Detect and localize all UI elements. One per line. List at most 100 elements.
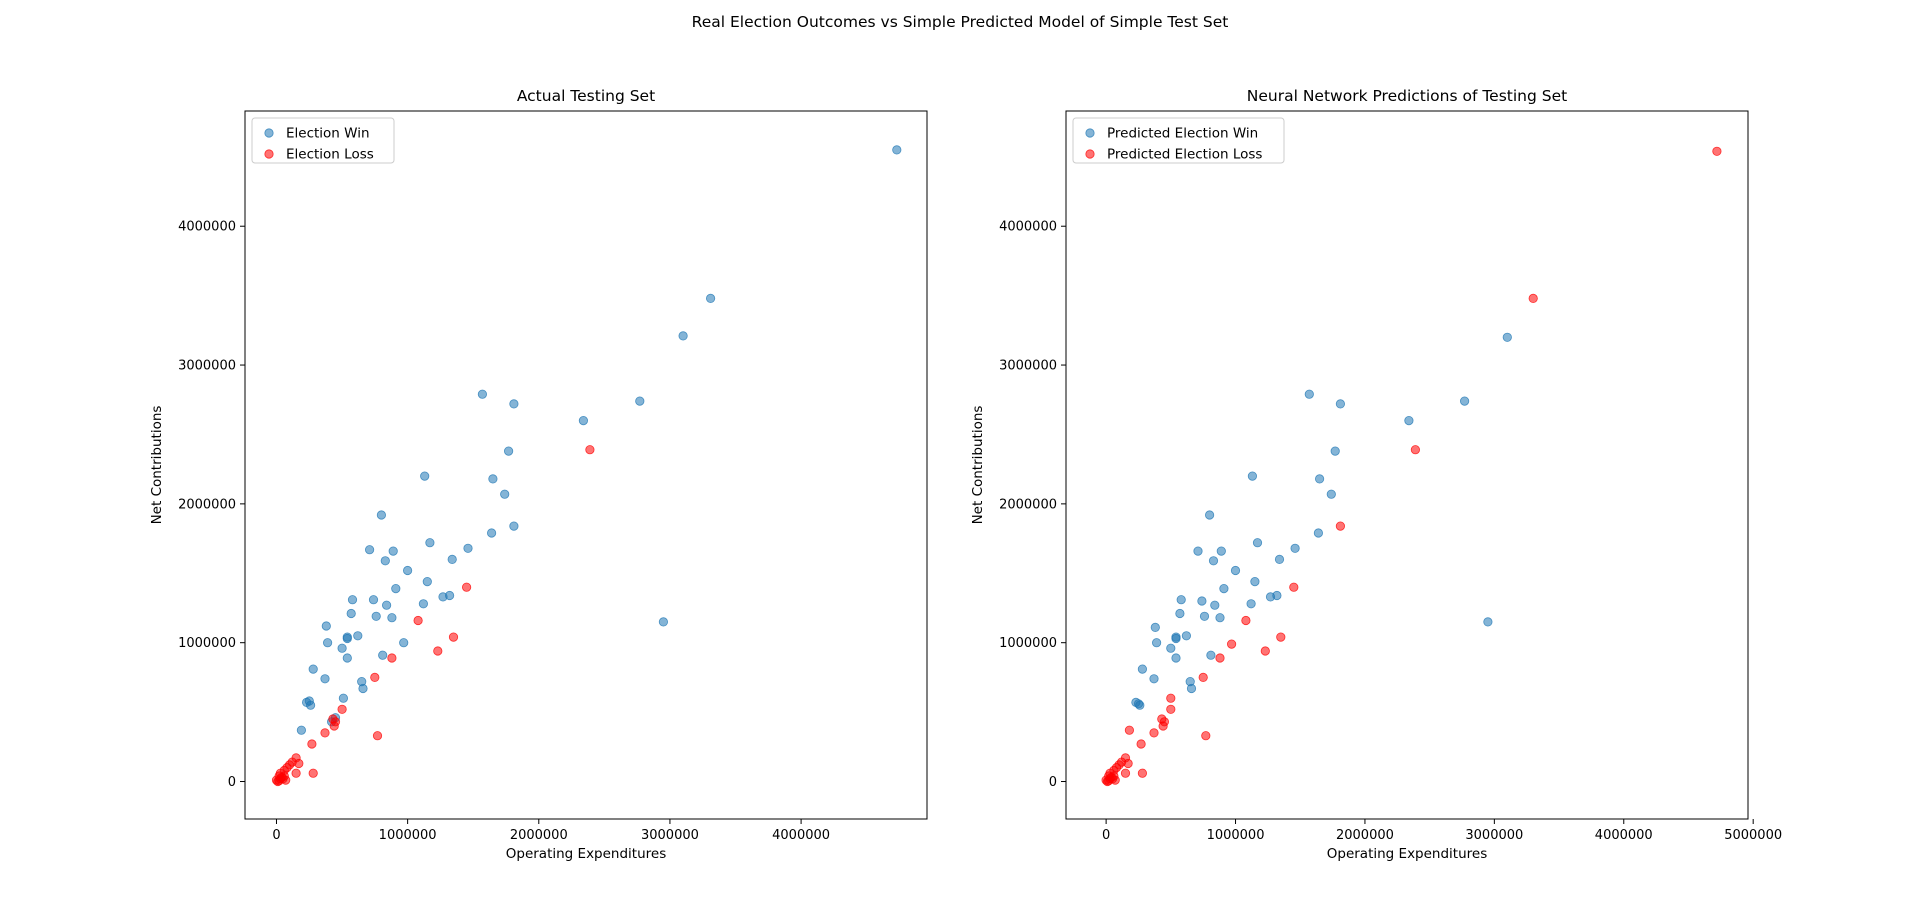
data-point-win (321, 621, 331, 631)
data-point-win (1193, 546, 1203, 556)
data-point-win (380, 556, 390, 566)
data-point-win (1181, 631, 1192, 641)
data-point-win (477, 389, 487, 399)
data-point-loss (1289, 582, 1299, 592)
plot-frame (1065, 110, 1749, 820)
data-point-win (1171, 633, 1181, 644)
data-point-loss (1201, 731, 1211, 741)
x-tick-label: 2000000 (1336, 828, 1394, 843)
data-point-win (418, 599, 428, 609)
data-point-win (503, 446, 514, 456)
data-point-win (678, 331, 688, 341)
data-point-win (1175, 608, 1185, 619)
data-point-loss (370, 672, 380, 683)
legend-label: Predicted Election Loss (1107, 147, 1262, 163)
figure-title: Real Election Outcomes vs Simple Predict… (691, 13, 1229, 31)
data-point-win (388, 546, 398, 556)
x-tick: 0 (272, 819, 281, 843)
x-tick: 5000000 (1724, 819, 1782, 843)
data-point-loss (448, 632, 459, 642)
y-tick: 2000000 (999, 497, 1066, 512)
y-tick-label: 0 (1049, 775, 1057, 790)
data-point-win (391, 583, 401, 594)
data-point-win (1152, 638, 1162, 648)
data-point-win (1199, 611, 1210, 621)
data-point-win (1460, 396, 1470, 406)
data-point-loss (1276, 632, 1286, 642)
data-point-win (705, 293, 716, 303)
data-point-win (658, 617, 669, 627)
y-tick: 3000000 (999, 359, 1066, 374)
data-point-win (488, 474, 498, 484)
data-point-win (347, 595, 358, 605)
data-point-win (1197, 596, 1207, 606)
data-point-loss (1149, 728, 1159, 738)
x-tick-label: 1000000 (1207, 828, 1265, 843)
data-point-win (635, 396, 645, 406)
legend-marker-win (264, 128, 274, 138)
data-point-win (320, 674, 330, 684)
y-tick: 1000000 (178, 636, 245, 651)
data-point-win (1166, 643, 1176, 653)
data-point-loss (329, 721, 339, 731)
data-point-win (364, 545, 375, 555)
data-point-win (1246, 599, 1256, 609)
data-point-loss (1158, 721, 1168, 731)
data-point-win (402, 565, 413, 576)
data-point-loss (1166, 693, 1176, 703)
data-point-loss (1104, 776, 1114, 786)
data-point-win (322, 638, 333, 648)
legend-marker-win (1085, 128, 1095, 138)
x-tick: 3000000 (1465, 819, 1523, 843)
data-point-loss (1528, 293, 1538, 303)
data-point-win (509, 399, 519, 409)
x-tick-label: 4000000 (772, 828, 830, 843)
data-point-win (1265, 592, 1276, 602)
scatter-points (1101, 146, 1722, 787)
data-point-win (371, 611, 381, 621)
y-tick: 2000000 (178, 497, 245, 512)
data-point-loss (413, 615, 423, 626)
data-point-win (892, 145, 902, 155)
data-point-loss (308, 768, 318, 778)
data-point-win (1330, 446, 1340, 456)
x-tick: 4000000 (772, 819, 830, 843)
data-point-loss (274, 776, 284, 786)
data-point-win (1150, 622, 1160, 633)
data-point-win (1135, 700, 1145, 710)
data-point-win (368, 595, 379, 605)
data-point-loss (1137, 768, 1148, 778)
data-point-win (1290, 543, 1300, 553)
data-point-loss (1227, 639, 1237, 649)
data-point-win (1215, 613, 1225, 623)
data-point-win (438, 592, 448, 602)
data-point-win (1208, 556, 1219, 566)
data-point-loss (433, 646, 443, 656)
y-tick-label: 0 (228, 775, 236, 790)
y-tick: 3000000 (178, 359, 245, 374)
data-point-win (1205, 510, 1215, 520)
data-point-loss (1260, 646, 1270, 656)
y-tick-label: 1000000 (178, 636, 236, 651)
x-tick: 1000000 (1207, 819, 1265, 843)
data-point-loss (461, 582, 472, 592)
data-point-win (1186, 683, 1197, 694)
data-point-win (1315, 474, 1325, 484)
data-point-loss (1335, 521, 1346, 531)
legend: Election Win Election Loss (251, 117, 395, 164)
data-point-win (1210, 600, 1220, 610)
data-point-win (422, 576, 432, 587)
y-tick: 1000000 (999, 636, 1066, 651)
data-point-loss (1166, 704, 1176, 714)
data-point-win (353, 631, 363, 641)
plot-title: Actual Testing Set (517, 87, 655, 105)
legend-marker-loss (1085, 149, 1095, 159)
data-point-win (378, 650, 388, 660)
data-point-loss (372, 731, 383, 741)
data-point-win (578, 415, 589, 426)
data-point-win (425, 538, 435, 548)
y-tick: 0 (228, 775, 245, 790)
data-point-loss (585, 445, 595, 455)
data-point-loss (307, 739, 317, 749)
